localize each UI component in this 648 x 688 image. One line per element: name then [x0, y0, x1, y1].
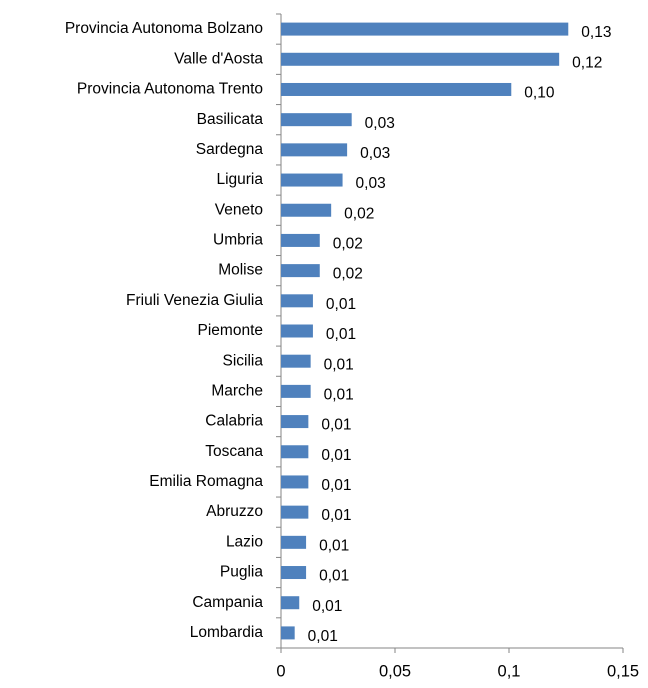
bar [281, 384, 311, 398]
y-tick-label: Campania [192, 594, 263, 611]
bar [281, 173, 343, 187]
value-label: 0,01 [312, 598, 342, 615]
y-tick-label: Basilicata [197, 111, 264, 128]
y-tick-label: Valle d'Aosta [174, 50, 263, 67]
y-tick-label: Puglia [220, 564, 263, 581]
bar [281, 535, 307, 549]
y-tick-label: Lazio [226, 533, 263, 550]
bar [281, 203, 332, 217]
y-tick-label: Friuli Venezia Giulia [126, 292, 263, 309]
value-label: 0,01 [321, 447, 351, 464]
bar [281, 233, 320, 247]
y-tick-label: Provincia Autonoma Bolzano [65, 20, 263, 37]
y-tick-label: Lombardia [190, 624, 264, 641]
y-tick-label: Umbria [213, 232, 263, 249]
bar [281, 143, 348, 157]
bar [281, 52, 560, 66]
value-label: 0,01 [319, 537, 349, 554]
y-tick-label: Liguria [216, 171, 263, 188]
y-tick-label: Emilia Romagna [149, 473, 263, 490]
x-tick-label: 0,1 [498, 662, 521, 680]
bar [281, 354, 311, 368]
value-label: 0,01 [326, 296, 356, 313]
bar [281, 324, 313, 338]
value-label: 0,12 [572, 54, 602, 71]
x-tick-label: 0,15 [607, 662, 639, 680]
value-label: 0,01 [326, 326, 356, 343]
bar [281, 505, 309, 519]
value-label: 0,02 [344, 205, 374, 222]
bar [281, 22, 569, 36]
bar [281, 596, 300, 610]
y-tick-label: Marche [211, 382, 263, 399]
y-tick-label: Calabria [205, 413, 263, 430]
bar [281, 82, 512, 96]
value-label: 0,01 [308, 628, 338, 645]
bar [281, 264, 320, 278]
value-label: 0,03 [365, 115, 395, 132]
value-label: 0,01 [321, 477, 351, 494]
bar [281, 475, 309, 489]
y-tick-label: Sicilia [223, 352, 264, 369]
value-label: 0,13 [581, 24, 611, 41]
value-label: 0,10 [524, 85, 555, 102]
value-label: 0,02 [333, 266, 363, 283]
value-label: 0,02 [333, 236, 363, 253]
bar [281, 445, 309, 459]
y-tick-label: Provincia Autonoma Trento [77, 81, 263, 98]
value-label: 0,03 [356, 175, 386, 192]
bar [281, 294, 313, 308]
bar [281, 566, 307, 580]
y-tick-label: Sardegna [196, 141, 264, 158]
x-tick-label: 0 [276, 662, 285, 680]
value-label: 0,01 [321, 417, 351, 434]
y-tick-label: Veneto [215, 201, 263, 218]
value-label: 0,01 [321, 507, 351, 524]
y-tick-label: Abruzzo [206, 503, 263, 520]
y-tick-label: Piemonte [198, 322, 263, 339]
bar [281, 113, 352, 127]
y-tick-label: Toscana [205, 443, 263, 460]
x-tick-label: 0,05 [379, 662, 411, 680]
bar [281, 626, 295, 640]
value-label: 0,01 [324, 386, 354, 403]
value-label: 0,01 [324, 356, 354, 373]
bar [281, 415, 309, 429]
y-tick-label: Molise [218, 262, 263, 279]
value-label: 0,03 [360, 145, 390, 162]
value-label: 0,01 [319, 568, 349, 585]
